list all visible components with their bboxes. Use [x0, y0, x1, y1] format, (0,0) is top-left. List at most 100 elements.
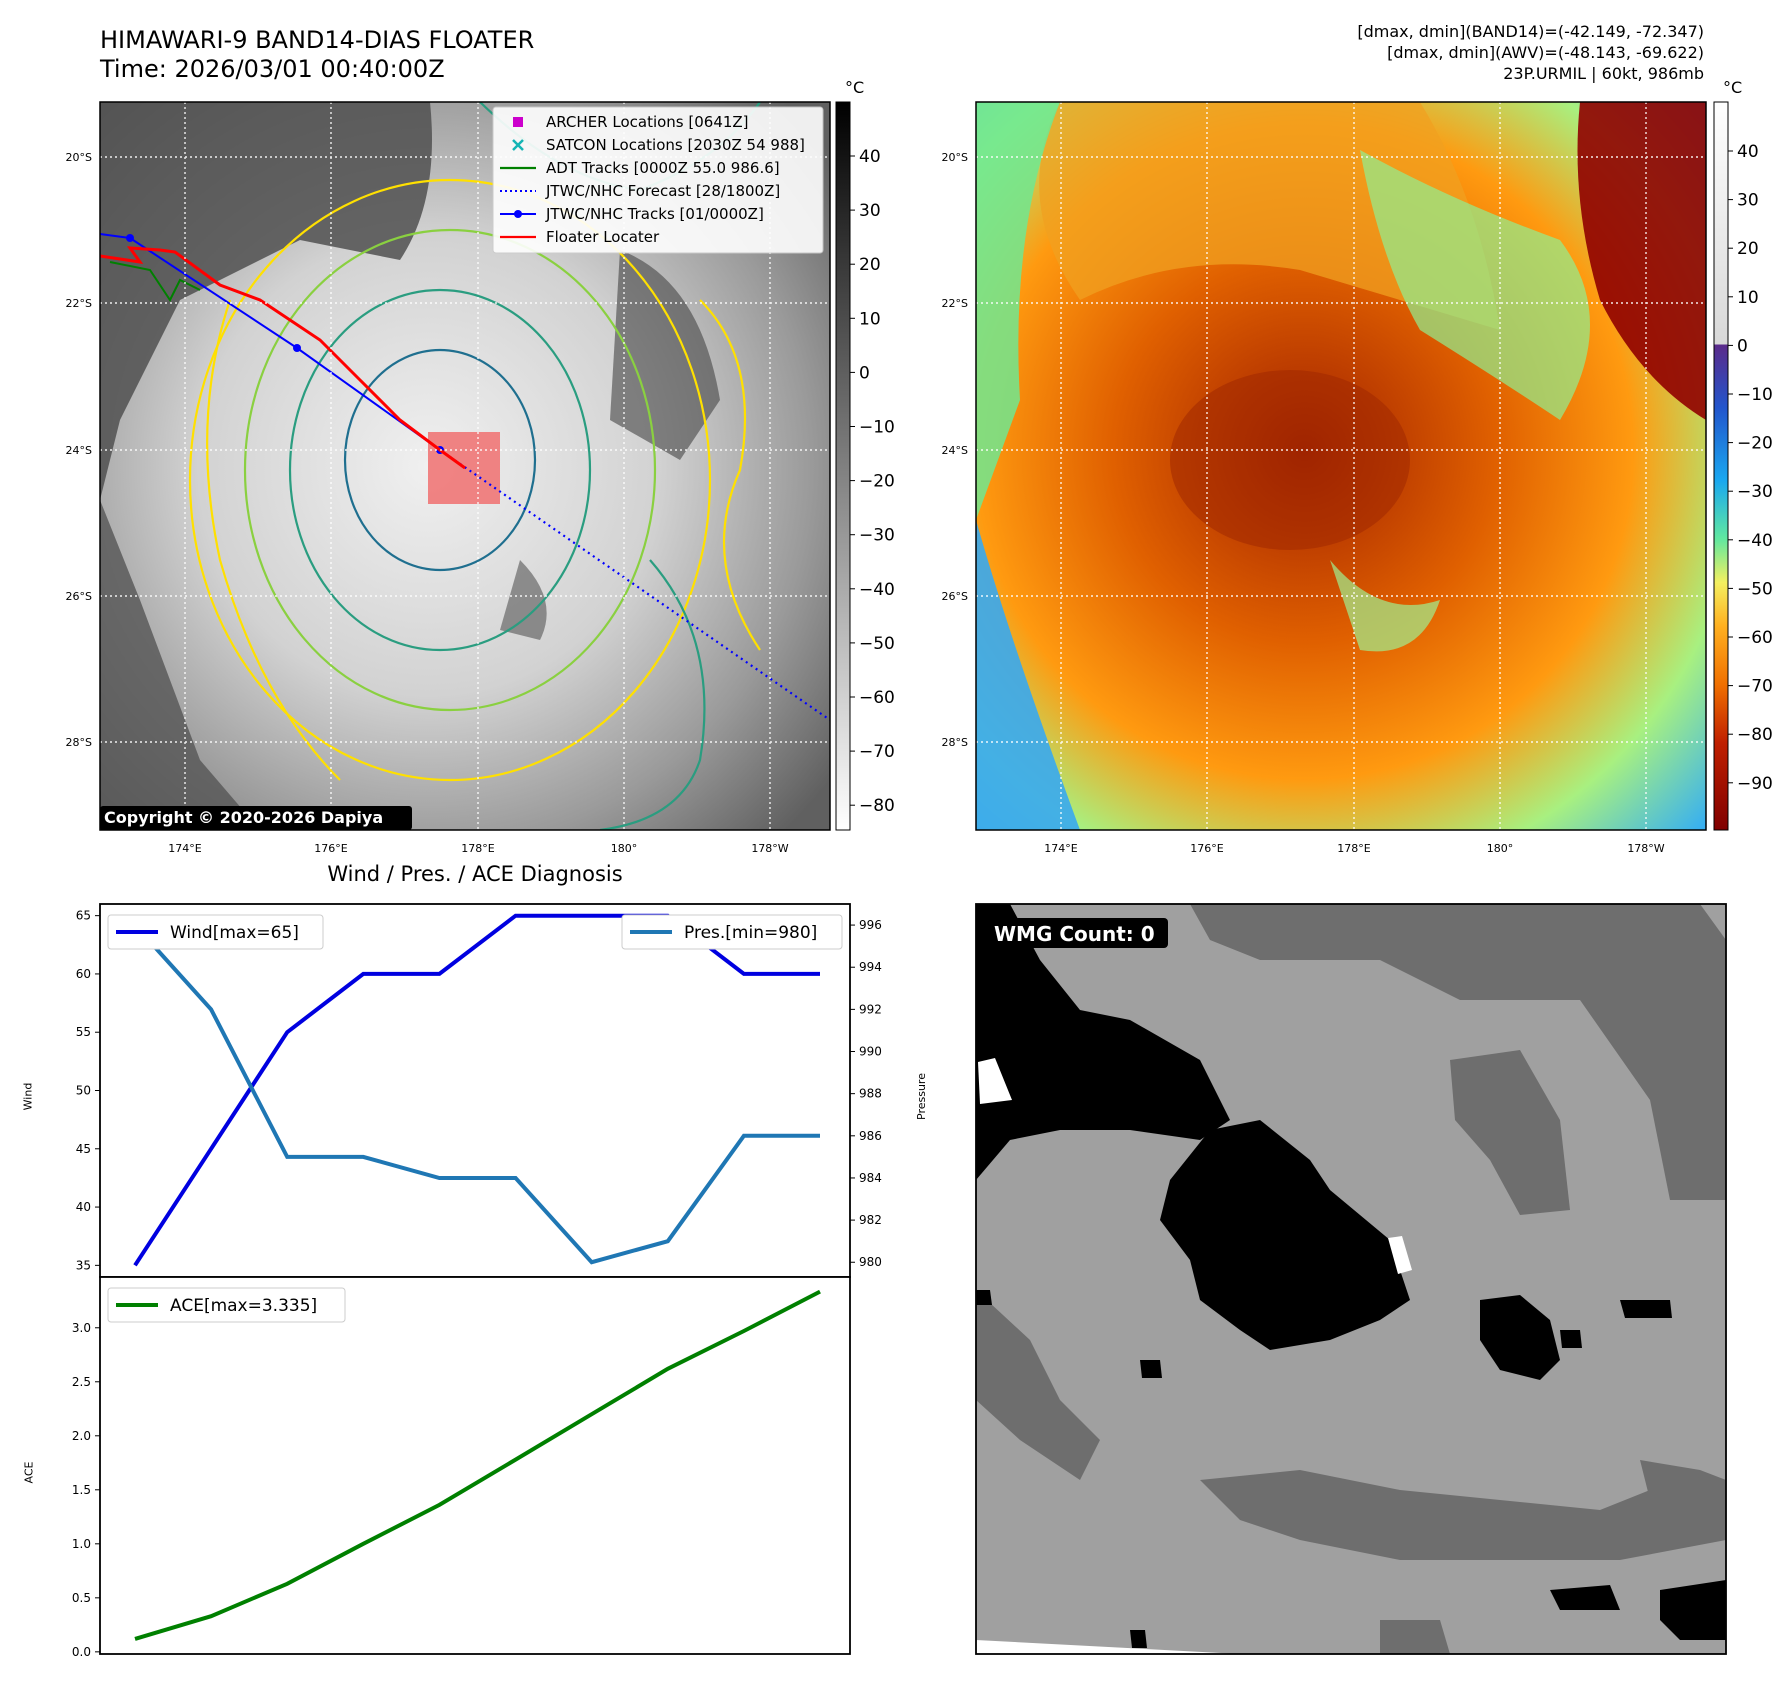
pressure-tick-label: 984 [859, 1171, 882, 1185]
colorbar-tick-label: −10 [1737, 385, 1773, 405]
ir-colorbar: 40 30 20 10 0 −10 −20 −30 −40 −50 −60 −70 −80 [835, 101, 895, 831]
pressure-tick-label: 986 [859, 1129, 882, 1143]
wind-tick-label: 45 [76, 1142, 91, 1156]
lon-tick-label: 178°E [1337, 842, 1370, 855]
wind-tick-label: 55 [76, 1025, 91, 1039]
wmg-panel [975, 903, 1727, 1655]
jtwc-track [100, 233, 441, 451]
colorbar-tick-label: −50 [1737, 579, 1773, 599]
ace-tick-label: 0.5 [72, 1591, 91, 1605]
map-legend: ARCHER Locations [0641Z] SATCON Locations… [492, 106, 824, 254]
awv-map-panel [975, 101, 1707, 831]
colorbar-tick-label: −40 [1737, 531, 1773, 551]
lon-tick-label: 174°E [1044, 842, 1077, 855]
awv-colorbar: 40 30 20 10 0 −10 −20 −30 −40 −50 −60 −70 −80 −90 [1713, 101, 1773, 831]
legend-entry-label: ARCHER Locations [0641Z] [546, 113, 749, 131]
lat-tick-label: 26°S [66, 590, 92, 603]
wind-legend-label: Wind[max=65] [170, 923, 299, 943]
ace-tick-label: 3.0 [72, 1321, 91, 1335]
lat-tick-label: 20°S [66, 151, 92, 164]
wind-legend-box [107, 914, 324, 950]
wind-pressure-chart: 35 40 45 50 55 60 65 980 982 984 986 988 990 992 994 99… [76, 903, 882, 1278]
colorbar-tick-label: 40 [1737, 142, 1759, 162]
ace-series-line [134, 1289, 821, 1641]
wind-tick-label: 50 [76, 1084, 91, 1098]
lon-tick-label: 176°E [314, 842, 347, 855]
lon-tick-label: 180° [1487, 842, 1514, 855]
pressure-tick-label: 996 [859, 918, 882, 932]
adt-track [109, 261, 201, 302]
info-line1: [dmax, dmin](BAND14)=(-42.149, -72.347) [1357, 22, 1704, 41]
wind-axis-label: Wind [21, 1082, 35, 1111]
chart-title: Wind / Pres. / ACE Diagnosis [327, 862, 623, 886]
legend-entry-label: JTWC/NHC Tracks [01/0000Z] [545, 205, 764, 223]
colorbar-tick-label: 10 [1737, 288, 1759, 308]
legend-entry-label: Floater Locater [546, 228, 660, 246]
lat-tick-label: 20°S [942, 151, 968, 164]
colorbar-tick-label: −40 [859, 580, 895, 600]
left-colorbar-unit: °C [845, 78, 865, 97]
pressure-tick-label: 982 [859, 1213, 882, 1227]
pressure-tick-label: 990 [859, 1045, 882, 1059]
legend-entry-label: ADT Tracks [0000Z 55.0 986.6] [546, 159, 780, 177]
ace-tick-label: 2.5 [72, 1375, 91, 1389]
pressure-tick-label: 994 [859, 960, 882, 974]
colorbar-tick-label: −60 [1737, 628, 1773, 648]
wind-tick-label: 35 [76, 1258, 91, 1272]
wmg-count-label: WMG Count: 0 [994, 922, 1155, 946]
ace-tick-label: 1.0 [72, 1537, 91, 1551]
colorbar-tick-label: −80 [859, 796, 895, 816]
legend-entry-label: JTWC/NHC Forecast [28/1800Z] [545, 182, 780, 200]
colorbar-tick-label: −90 [1737, 774, 1773, 794]
lat-tick-label: 22°S [942, 297, 968, 310]
info-line3: 23P.URMIL | 60kt, 986mb [1503, 64, 1704, 83]
wind-tick-label: 60 [76, 967, 91, 981]
pressure-legend-box [621, 914, 843, 950]
ace-axis-label: ACE [22, 1461, 36, 1484]
ace-legend-box [107, 1287, 346, 1323]
lon-tick-label: 178°W [751, 842, 788, 855]
legend-entry-label: SATCON Locations [2030Z 54 988] [546, 136, 805, 154]
wind-tick-label: 65 [76, 909, 91, 923]
pressure-tick-label: 980 [859, 1255, 882, 1269]
colorbar-tick-label: 0 [1737, 336, 1748, 356]
lat-tick-label: 22°S [66, 297, 92, 310]
colorbar-tick-label: 30 [859, 201, 881, 221]
pressure-tick-label: 988 [859, 1087, 882, 1101]
colorbar-tick-label: −20 [1737, 434, 1773, 454]
right-colorbar-unit: °C [1723, 78, 1743, 97]
figure-title-line1: HIMAWARI-9 BAND14-DIAS FLOATER [100, 26, 535, 54]
ace-tick-label: 1.5 [72, 1483, 91, 1497]
pressure-axis-label: Pressure [914, 1073, 928, 1120]
ace-chart: 0.0 0.5 1.0 1.5 2.0 2.5 3.0 ACE[max=3.335] [72, 1276, 851, 1659]
ace-tick-label: 0.0 [72, 1645, 91, 1659]
pressure-tick-label: 992 [859, 1002, 882, 1016]
legend-marker [514, 210, 522, 218]
colorbar-tick-label: 20 [1737, 239, 1759, 259]
lon-tick-label: 174°E [168, 842, 201, 855]
colorbar-tick-label: −30 [1737, 482, 1773, 502]
lon-tick-label: 178°W [1627, 842, 1664, 855]
colorbar-tick-label: −70 [1737, 677, 1773, 697]
lat-tick-label: 26°S [942, 590, 968, 603]
legend-marker [513, 117, 523, 127]
lon-tick-label: 176°E [1190, 842, 1223, 855]
jtwc-forecast [439, 449, 830, 721]
copyright-label: Copyright © 2020-2026 Dapiya [104, 808, 384, 827]
colorbar-tick-label: −80 [1737, 725, 1773, 745]
colorbar-tick-label: 0 [859, 363, 870, 383]
colorbar-tick-label: 20 [859, 255, 881, 275]
pressure-series-line [133, 923, 820, 1265]
colorbar-tick-label: −30 [859, 526, 895, 546]
figure-title-line2: Time: 2026/03/01 00:40:00Z [100, 55, 445, 83]
floater-locater-track [100, 246, 466, 470]
lon-tick-label: 180° [611, 842, 638, 855]
colorbar-tick-label: −10 [859, 418, 895, 438]
ace-tick-label: 2.0 [72, 1429, 91, 1443]
colorbar-tick-label: 30 [1737, 191, 1759, 211]
legend-marker [512, 139, 524, 151]
wind-tick-label: 40 [76, 1200, 91, 1214]
colorbar-tick-label: −60 [859, 688, 895, 708]
info-line2: [dmax, dmin](AWV)=(-48.143, -69.622) [1387, 43, 1704, 62]
